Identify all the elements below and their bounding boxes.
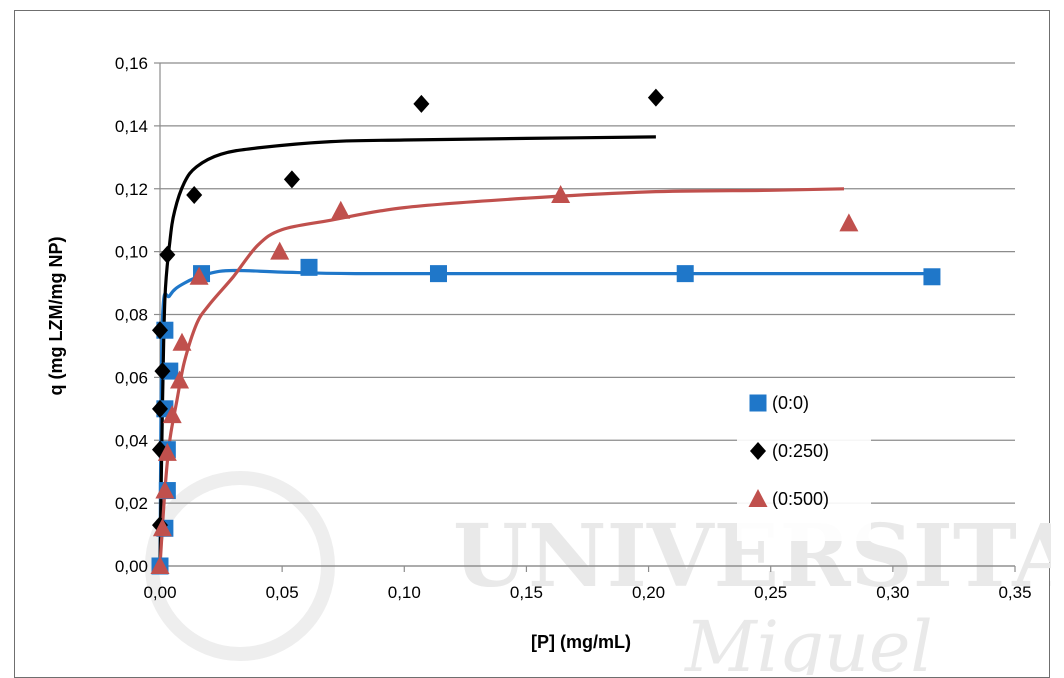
y-tick-label: 0,04: [115, 431, 148, 450]
chart-frame: UNIVERSITAS Miguel 0,000,020,040,060,080…: [14, 10, 1051, 678]
legend-label-1: (0:0): [772, 393, 809, 413]
data-point-series-3: [839, 213, 859, 232]
y-tick-label: 0,00: [115, 557, 148, 576]
y-tick-label: 0,08: [115, 306, 148, 325]
y-tick-label: 0,12: [115, 180, 148, 199]
x-tick-label: 0,30: [876, 583, 909, 602]
axes: [154, 62, 1016, 572]
y-axis-title: q (mg LZM/mg NP): [46, 237, 66, 396]
data-point-series-1: [676, 265, 694, 283]
data-point-series-2: [186, 186, 203, 205]
watermark-text-bottom: Miguel: [683, 606, 933, 675]
data-point-series-3: [162, 405, 182, 424]
legend-marker-2: [750, 442, 766, 460]
data-point-series-3: [155, 480, 175, 499]
data-point-series-2: [159, 245, 176, 264]
legend-label-2: (0:250): [772, 441, 829, 461]
x-axis-title: [P] (mg/mL): [531, 632, 631, 652]
data-point-series-3: [270, 241, 290, 260]
x-tick-label: 0,20: [632, 583, 665, 602]
data-points: [150, 88, 941, 575]
x-tick-label: 0,35: [998, 583, 1031, 602]
data-point-series-3: [551, 185, 571, 204]
x-tick-label: 0,25: [754, 583, 787, 602]
data-point-series-3: [152, 518, 172, 537]
data-point-series-3: [172, 332, 192, 351]
x-tick-labels: 0,00 0,05 0,10 0,15 0,20 0,25 0,30 0,35: [143, 583, 1031, 602]
data-point-series-3: [170, 370, 190, 389]
data-point-series-2: [152, 399, 168, 418]
x-tick-label: 0,15: [510, 583, 543, 602]
data-point-series-2: [413, 94, 430, 113]
data-point-series-3: [157, 442, 177, 461]
y-tick-labels: 0,00 0,02 0,04 0,06 0,08 0,10 0,12 0,14 0,16: [115, 54, 148, 576]
x-tick-label: 0,00: [143, 583, 176, 602]
data-point-series-1: [923, 268, 941, 286]
isotherm-chart: UNIVERSITAS Miguel 0,000,020,040,060,080…: [46, 54, 1051, 675]
data-point-series-2: [152, 321, 168, 340]
gridlines: [160, 62, 1015, 567]
x-tick-label: 0,05: [266, 583, 299, 602]
legend-label-3: (0:500): [772, 489, 829, 509]
data-point-series-3: [189, 266, 209, 285]
data-point-series-3: [150, 556, 170, 574]
legend: (0:0) (0:250) (0:500): [737, 381, 871, 541]
y-tick-label: 0,06: [115, 368, 148, 387]
data-point-series-2: [647, 88, 664, 107]
y-tick-label: 0,02: [115, 494, 148, 513]
data-point-series-1: [300, 258, 318, 276]
data-point-series-2: [154, 362, 171, 381]
fit-curve-series-2: [158, 135, 656, 567]
data-point-series-1: [429, 265, 447, 283]
legend-marker-1: [749, 394, 767, 412]
data-point-series-3: [331, 200, 351, 219]
data-point-series-2: [283, 170, 300, 189]
legend-marker-3: [748, 489, 768, 507]
y-tick-label: 0,10: [115, 243, 148, 262]
x-tick-label: 0,10: [388, 583, 421, 602]
y-tick-label: 0,14: [115, 117, 148, 136]
y-tick-label: 0,16: [115, 54, 148, 73]
